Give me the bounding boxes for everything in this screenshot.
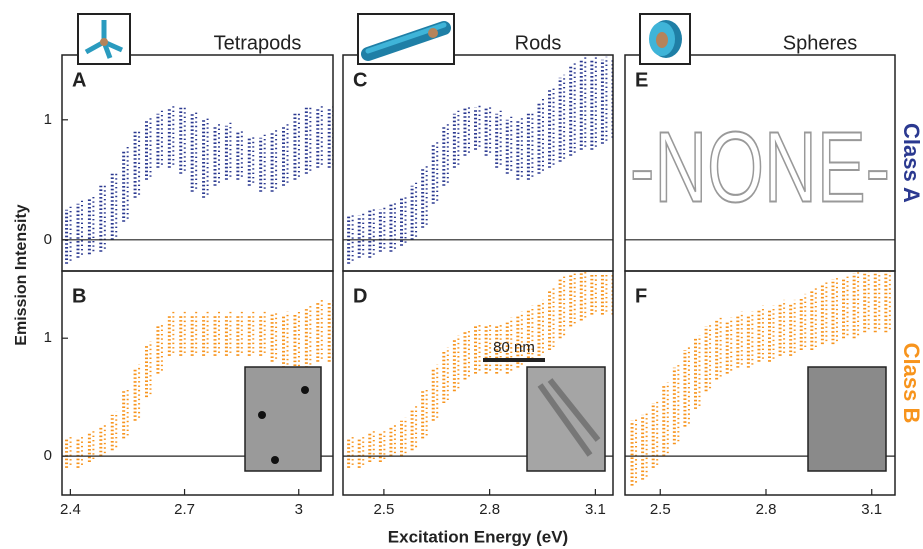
x-tick-label: 2.4 — [60, 501, 81, 518]
y-axis-label: Emission Intensity — [13, 204, 30, 345]
x-axis-label: Excitation Energy (eV) — [388, 527, 568, 546]
y-tick-label: 0 — [44, 447, 52, 464]
plot-area — [630, 271, 891, 486]
panel: E -NONE- — [624, 54, 896, 272]
column-title: Tetrapods — [214, 32, 302, 54]
x-tick-label: 2.5 — [373, 501, 394, 518]
x-tick-label: 3 — [295, 501, 303, 518]
x-tick-label: 2.7 — [174, 501, 195, 518]
tetrapod-icon — [77, 13, 131, 65]
row-label: Class A — [899, 123, 923, 203]
panel: 2.5 2.8 3.1 F — [624, 270, 896, 518]
panel: 2.5 2.8 3.1 D 80 nm — [342, 270, 614, 518]
panel: 0 1 2.4 2.7 3 B — [44, 270, 334, 518]
plot-area — [347, 271, 613, 468]
x-tick-label: 2.8 — [479, 501, 500, 518]
tem-inset — [244, 366, 887, 472]
panel: 0 1 A — [44, 54, 334, 272]
x-tick-label: 3.1 — [585, 501, 606, 518]
column-title: Rods — [515, 32, 562, 54]
panel-frame — [61, 54, 334, 272]
plot-area — [65, 104, 333, 264]
panel-letter: A — [72, 69, 86, 91]
plot-area — [65, 299, 333, 468]
panel: C — [342, 54, 614, 272]
annotation: -NONE- — [630, 111, 890, 223]
panel-letter: E — [635, 69, 648, 91]
plot-area — [347, 56, 613, 264]
y-tick-label: 1 — [44, 111, 52, 128]
panel-letter: D — [353, 285, 367, 307]
x-tick-label: 2.8 — [756, 501, 777, 518]
column-title: Spheres — [783, 32, 858, 54]
x-tick-label: 3.1 — [861, 501, 882, 518]
scale-bar-label: 80 nm — [493, 339, 535, 356]
rod-icon — [357, 13, 455, 65]
y-tick-label: 1 — [44, 329, 52, 346]
panel-letter: F — [635, 285, 647, 307]
sphere-icon — [639, 13, 691, 65]
x-tick-label: 2.5 — [650, 501, 671, 518]
panel-letter: B — [72, 285, 86, 307]
panel-frame — [342, 270, 614, 496]
panel-frame — [624, 270, 896, 496]
panel-letter: C — [353, 69, 367, 91]
panel-frame — [61, 270, 334, 496]
row-label: Class B — [899, 343, 923, 424]
y-tick-label: 0 — [44, 231, 52, 248]
